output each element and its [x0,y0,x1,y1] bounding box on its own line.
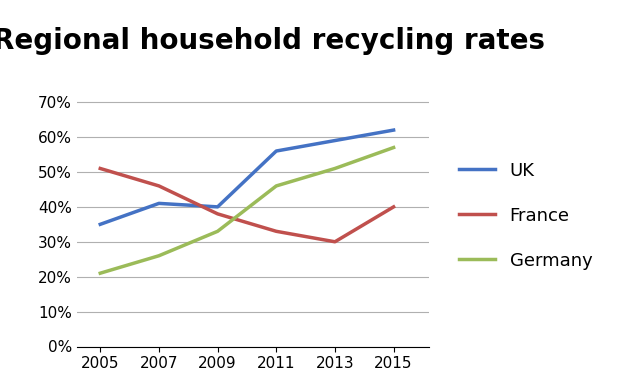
Line: France: France [100,169,394,242]
UK [155,201,163,206]
Germany [331,166,339,171]
France [273,229,280,234]
UK [273,149,280,153]
Germany [214,229,221,234]
Line: Germany: Germany [100,147,394,273]
Germany [390,145,397,150]
UK [390,128,397,132]
UK [331,138,339,143]
France [214,211,221,216]
Text: Regional household recycling rates: Regional household recycling rates [0,27,545,55]
France [97,166,104,171]
Germany [97,271,104,276]
France [390,204,397,209]
Germany [155,253,163,258]
Germany [273,184,280,188]
Line: UK: UK [100,130,394,224]
UK [214,204,221,209]
France [331,239,339,244]
France [155,184,163,188]
UK [97,222,104,227]
Legend: UK, France, Germany: UK, France, Germany [452,154,600,277]
